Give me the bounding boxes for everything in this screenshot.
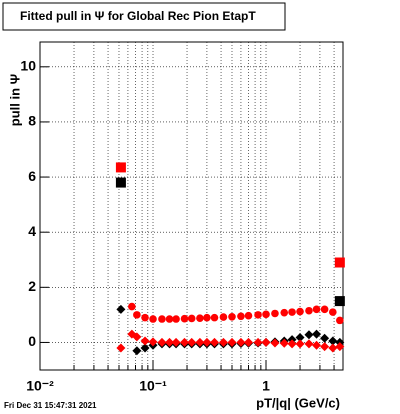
marker bbox=[171, 337, 181, 347]
marker bbox=[210, 313, 219, 322]
marker bbox=[202, 337, 212, 347]
marker bbox=[334, 257, 345, 268]
marker bbox=[304, 339, 314, 349]
marker bbox=[140, 336, 150, 346]
marker bbox=[116, 304, 126, 314]
marker bbox=[328, 343, 338, 353]
marker bbox=[312, 329, 322, 339]
marker bbox=[295, 332, 305, 342]
chart-title: Fitted pull in Ψ for Global Rec Pion Eta… bbox=[20, 9, 256, 23]
marker bbox=[288, 308, 296, 316]
y-axis-label: pull in Ψ bbox=[7, 74, 22, 126]
marker bbox=[305, 306, 313, 315]
marker bbox=[270, 338, 280, 348]
marker bbox=[304, 330, 314, 340]
marker bbox=[280, 308, 289, 317]
marker bbox=[180, 314, 189, 323]
y-tick-label: 10 bbox=[20, 58, 36, 74]
marker bbox=[296, 307, 304, 316]
y-tick-label: 6 bbox=[28, 168, 36, 184]
marker bbox=[244, 311, 253, 320]
marker bbox=[116, 343, 126, 353]
marker bbox=[320, 342, 330, 352]
marker bbox=[157, 337, 167, 347]
marker bbox=[328, 336, 338, 346]
marker bbox=[180, 337, 190, 347]
marker bbox=[237, 312, 245, 321]
marker bbox=[261, 337, 271, 347]
x-tick-label: 1 bbox=[262, 378, 270, 394]
title-box bbox=[2, 2, 286, 31]
marker bbox=[187, 337, 197, 347]
marker bbox=[165, 315, 174, 323]
y-tick-label: 2 bbox=[28, 278, 36, 294]
marker bbox=[148, 337, 158, 347]
marker bbox=[320, 333, 330, 343]
marker bbox=[279, 338, 289, 348]
plot-frame bbox=[39, 41, 344, 371]
marker bbox=[253, 337, 263, 347]
marker bbox=[271, 309, 279, 318]
marker bbox=[227, 337, 237, 347]
marker bbox=[149, 315, 157, 323]
marker bbox=[196, 314, 204, 322]
marker bbox=[236, 337, 246, 347]
x-tick-label: 10⁻¹ bbox=[139, 378, 167, 394]
marker bbox=[115, 177, 126, 188]
timestamp: Fri Dec 31 15:47:31 2021 bbox=[4, 401, 97, 410]
marker bbox=[244, 337, 254, 347]
marker bbox=[312, 340, 322, 350]
marker bbox=[262, 310, 270, 319]
marker bbox=[132, 332, 142, 342]
marker bbox=[172, 315, 180, 323]
marker bbox=[295, 339, 305, 349]
y-tick-label: 4 bbox=[28, 223, 36, 239]
marker bbox=[158, 315, 166, 323]
marker bbox=[335, 342, 345, 352]
marker bbox=[203, 313, 211, 322]
marker bbox=[187, 314, 196, 323]
y-tick-label: 0 bbox=[28, 333, 36, 349]
marker bbox=[287, 339, 297, 349]
marker bbox=[320, 305, 329, 314]
marker bbox=[165, 337, 175, 347]
marker bbox=[132, 346, 142, 356]
marker bbox=[218, 337, 228, 347]
marker bbox=[141, 313, 149, 322]
marker bbox=[133, 311, 141, 319]
marker bbox=[336, 316, 344, 325]
marker bbox=[329, 308, 337, 316]
marker bbox=[128, 302, 136, 311]
marker bbox=[140, 343, 150, 353]
marker bbox=[209, 337, 219, 347]
marker bbox=[228, 313, 236, 321]
y-tick-label: 8 bbox=[28, 113, 36, 129]
marker bbox=[195, 337, 205, 347]
marker bbox=[334, 296, 345, 307]
marker bbox=[219, 313, 228, 321]
marker bbox=[115, 162, 126, 173]
marker bbox=[312, 305, 321, 314]
marker bbox=[254, 311, 262, 319]
x-axis-label: pT/|q| (GeV/c) bbox=[256, 395, 340, 410]
x-tick-label: 10⁻² bbox=[26, 378, 54, 394]
